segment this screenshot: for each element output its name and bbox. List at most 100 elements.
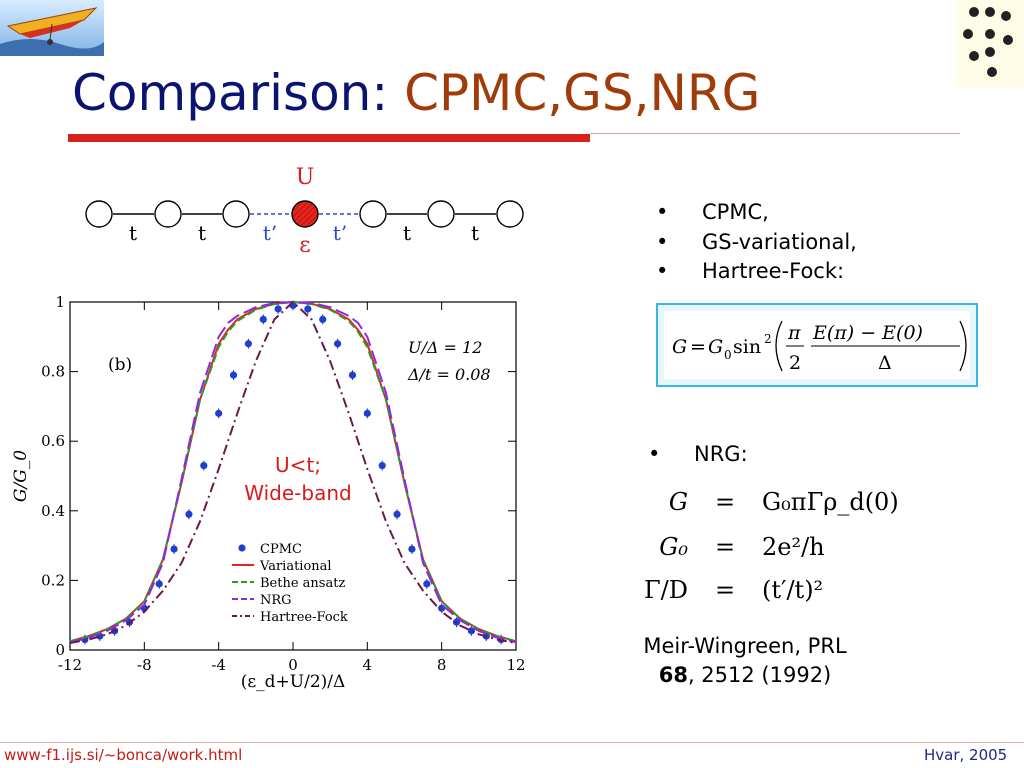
x-tick-label: -8 [137, 656, 152, 674]
x-axis-label: (ε_d+U/2)/Δ [241, 672, 346, 692]
cpmc-point [155, 580, 163, 588]
method-item: Hartree-Fock: [652, 257, 857, 287]
cpmc-point [244, 340, 252, 348]
formula-panel: G = G 0 sin 2 π 2 E(π) − E(0) Δ [664, 311, 970, 379]
legend-label: CPMC [260, 542, 302, 557]
cpmc-point [259, 315, 267, 323]
cpmc-point [170, 545, 178, 553]
formula-pi: π [787, 322, 801, 344]
x-tick-label: 8 [437, 656, 447, 674]
cpmc-point [229, 371, 238, 379]
cpmc-point [200, 461, 208, 470]
left-paren [775, 320, 783, 372]
nrg-eq-equals: = [715, 576, 735, 604]
nrg-eq-rhs: (t′/t)² [762, 576, 823, 604]
formula-two: 2 [789, 352, 801, 374]
x-tick-label: 4 [363, 656, 373, 674]
legend: CPMC Variational Bethe ansatz NRG Hartree-Fo… [232, 542, 348, 625]
plot-frame [69, 301, 517, 651]
cpmc-point [348, 371, 357, 379]
chain-site [359, 200, 387, 228]
cpmc-point [363, 409, 371, 417]
nrg-eq-equals: = [715, 488, 735, 516]
nrg-item: NRG: [644, 440, 748, 470]
x-tick-label: -4 [211, 656, 226, 674]
hartree-fock-formula-box: G = G 0 sin 2 π 2 E(π) − E(0) Δ [656, 303, 978, 387]
chain-site [85, 200, 113, 228]
right-paren [959, 320, 967, 372]
footer-divider [0, 742, 1024, 743]
impurity-chain-diagram: U ε t t t’ t’ t t [85, 165, 524, 258]
x-tick-label: 12 [506, 656, 525, 674]
title-accent: CPMC,GS,NRG [404, 64, 761, 122]
method-item: GS-variational, [652, 228, 857, 258]
u-label: U [296, 165, 315, 190]
cpmc-point [378, 461, 386, 470]
hopping-label: t [471, 221, 479, 245]
formula-sin: sin [733, 336, 761, 358]
legend-marker [238, 544, 246, 552]
series-layer [69, 300, 517, 645]
legend-label: NRG [260, 593, 292, 608]
y-axis-label: G/G_0 [11, 450, 31, 502]
reference-volume: 68 [658, 663, 688, 687]
cpmc-point [319, 315, 327, 323]
hang-glider-logo [0, 0, 104, 56]
reference-line1: Meir-Wingreen, PRL [643, 634, 847, 658]
series-line-hartree-fock [69, 300, 517, 644]
reference-line2: 68, 2512 (1992) [600, 661, 890, 690]
y-tick-label: 0.4 [41, 502, 65, 520]
method-list: CPMC, GS-variational, Hartree-Fock: [652, 198, 857, 287]
formula-denominator: Δ [878, 352, 892, 374]
title-underline-thin [590, 133, 960, 134]
formula-eq: = [690, 336, 706, 358]
nrg-equations: G = G₀πΓρ_d(0) G₀ = 2e²/h Γ/D = (t′/t)² [644, 488, 899, 604]
legend-label: Bethe ansatz [260, 576, 345, 591]
epsilon-label: ε [299, 233, 310, 258]
formula-g0-sub: 0 [724, 348, 732, 362]
cpmc-point [408, 545, 416, 553]
y-tick-label: 1 [55, 293, 65, 311]
cpmc-point [304, 305, 312, 313]
hopping-label: t [198, 221, 206, 245]
footer-url-link[interactable]: www-f1.ijs.si/~bonca/work.html [4, 746, 243, 764]
impurity-site [291, 200, 319, 228]
hartree-fock-formula: G = G 0 sin 2 π 2 E(π) − E(0) Δ [672, 320, 967, 374]
nrg-eq-rhs: G₀πΓρ_d(0) [762, 488, 899, 516]
formula-lhs: G [672, 336, 687, 358]
reference: Meir-Wingreen, PRL 68, 2512 (1992) [600, 632, 890, 690]
method-item: CPMC, [652, 198, 857, 228]
y-tick-label: 0.2 [41, 571, 65, 589]
title-underline [68, 134, 590, 142]
formula-numerator: E(π) − E(0) [812, 322, 923, 344]
nrg-eq-lhs: G₀ [659, 533, 688, 561]
param-line: Δ/t = 0.08 [407, 365, 491, 384]
param-line: U/Δ = 12 [408, 338, 482, 357]
cpmc-point [393, 510, 401, 518]
y-tick-label: 0.6 [41, 432, 65, 450]
dots-logo [956, 0, 1024, 88]
hopping-label: t’ [263, 221, 277, 245]
series-line-bethe-ansatz [69, 300, 517, 643]
nrg-bullet: NRG: [644, 440, 748, 470]
annotation-line: U<t; [275, 453, 321, 477]
x-tick-label: 0 [288, 656, 298, 674]
formula-sin-sup: 2 [764, 332, 772, 346]
y-tick-label: 0 [55, 641, 65, 659]
hopping-label: t’ [333, 221, 347, 245]
cpmc-point [423, 580, 431, 588]
hopping-label: t [403, 221, 411, 245]
x-tick-label: -12 [58, 656, 82, 674]
page-title: Comparison: CPMC,GS,NRG [72, 62, 760, 124]
annotation-line: Wide-band [244, 481, 351, 505]
cpmc-point [274, 305, 282, 313]
y-tick-label: 0.8 [41, 363, 65, 381]
axis-ticks: -12 -8 -4 0 4 8 12 0 0.2 0.4 0.6 0.8 1 [41, 293, 525, 674]
chain-site [222, 200, 250, 228]
nrg-eq-rhs: 2e²/h [762, 533, 825, 561]
nrg-eq-lhs: Γ/D [644, 576, 688, 604]
chain-site [496, 200, 524, 228]
cpmc-point [185, 510, 193, 518]
nrg-eq-lhs: G [669, 488, 688, 516]
